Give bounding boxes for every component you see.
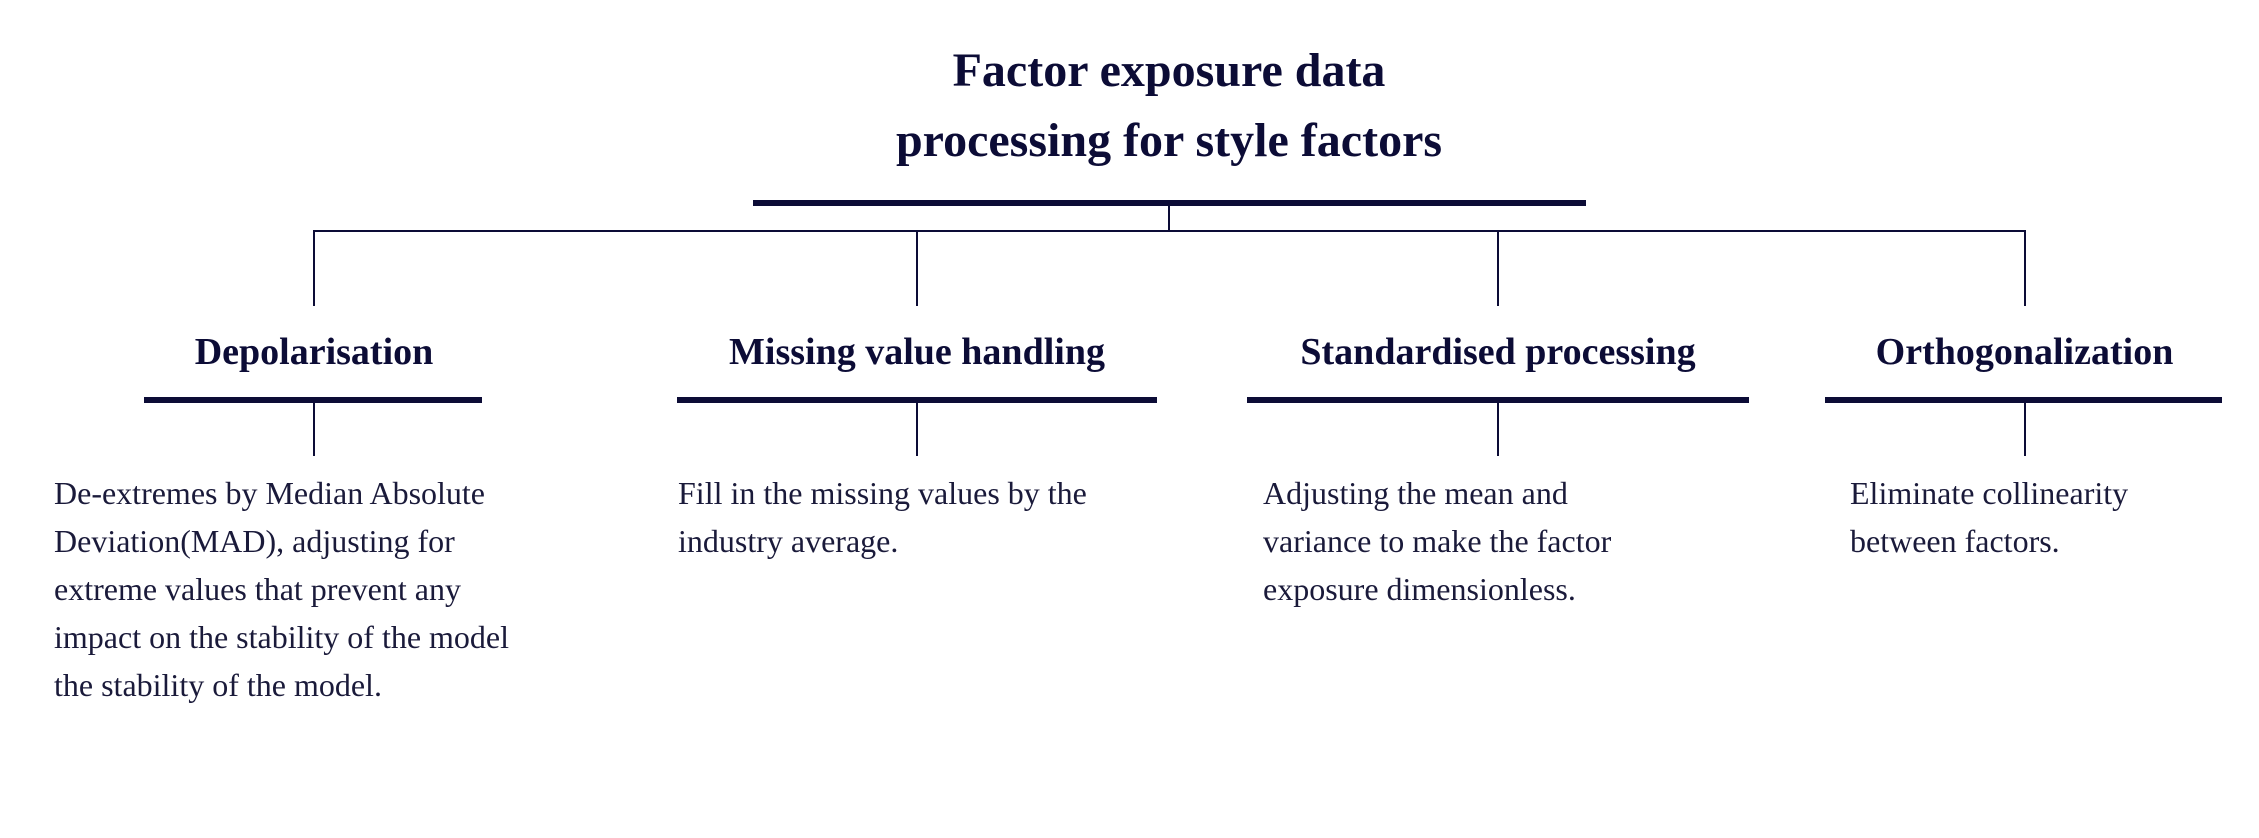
node-desc-depolarisation: De-extremes by Median Absolute Deviation… xyxy=(54,469,594,709)
desc-line: impact on the stability of the model xyxy=(54,619,510,655)
node-underline-orthogonalization xyxy=(1825,397,2222,403)
branch-connector-missing-value xyxy=(916,230,918,306)
diagram-title-line-2: processing for style factors xyxy=(895,114,1443,167)
node-title-depolarisation: Depolarisation xyxy=(194,331,434,373)
diagram-title: Factor exposure data processing for styl… xyxy=(729,36,1609,176)
node-underline-missing-value xyxy=(677,397,1157,403)
desc-line: between factors. xyxy=(1850,523,2060,559)
desc-line: Eliminate collinearity xyxy=(1850,475,2129,511)
root-connector-stem xyxy=(1168,206,1170,231)
node-stem-orthogonalization xyxy=(2024,403,2026,456)
node-underline-standardised xyxy=(1247,397,1749,403)
branch-connector-depolarisation xyxy=(313,230,315,306)
title-underline xyxy=(753,200,1586,206)
desc-line: Fill in the missing values by the xyxy=(678,475,1087,511)
node-desc-orthogonalization: Eliminate collinearity between factors. xyxy=(1850,469,2250,565)
node-title-orthogonalization: Orthogonalization xyxy=(1875,331,2174,373)
desc-line: variance to make the factor xyxy=(1263,523,1612,559)
desc-line: exposure dimensionless. xyxy=(1263,571,1576,607)
node-desc-standardised: Adjusting the mean and variance to make … xyxy=(1263,469,1743,613)
desc-line: extreme values that prevent any xyxy=(54,571,461,607)
desc-line: the stability of the model. xyxy=(54,667,382,703)
node-underline-depolarisation xyxy=(144,397,482,403)
diagram-title-line-1: Factor exposure data xyxy=(952,44,1386,97)
node-title-missing-value: Missing value handling xyxy=(729,331,1105,373)
desc-line: Deviation(MAD), adjusting for xyxy=(54,523,455,559)
node-stem-standardised xyxy=(1497,403,1499,456)
desc-line: industry average. xyxy=(678,523,899,559)
branch-connector-standardised xyxy=(1497,230,1499,306)
desc-line: Adjusting the mean and xyxy=(1263,475,1568,511)
desc-line: De-extremes by Median Absolute xyxy=(54,475,485,511)
node-stem-missing-value xyxy=(916,403,918,456)
node-desc-missing-value: Fill in the missing values by the indust… xyxy=(678,469,1198,565)
branch-connector-orthogonalization xyxy=(2024,230,2026,306)
horizontal-connector xyxy=(313,230,2026,232)
node-stem-depolarisation xyxy=(313,403,315,456)
node-title-standardised: Standardised processing xyxy=(1300,331,1696,373)
